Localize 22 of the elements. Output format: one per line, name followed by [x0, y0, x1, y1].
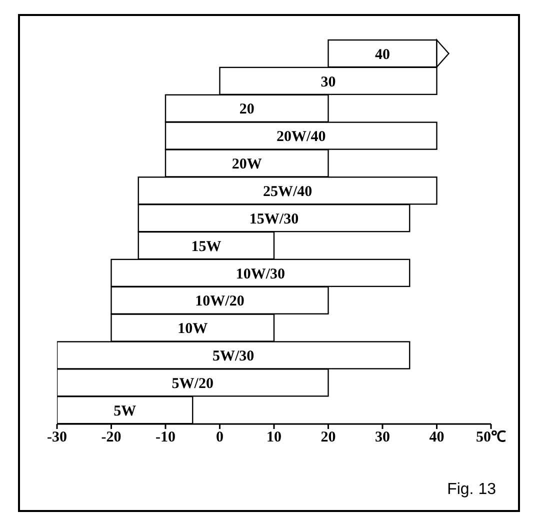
y-tick-label: 10W/20 — [195, 294, 244, 310]
y-tick-label: 5W — [114, 403, 136, 420]
y-tick-label: 25W/40 — [262, 184, 312, 200]
x-tick-label: 30 — [375, 430, 390, 446]
x-tick-label: 20 — [320, 430, 336, 446]
x-tick-label: -10 — [156, 430, 176, 446]
y-tick-label: 15W/30 — [249, 211, 299, 228]
y-tick-label: 20W — [232, 156, 262, 173]
caption: Fig. 13 — [447, 481, 496, 499]
x-tick-label: -30 — [47, 430, 67, 446]
x-tick-label: 0 — [216, 430, 224, 446]
x-tick-label: 40 — [429, 430, 444, 446]
y-tick-label: 15W — [191, 238, 222, 255]
y-tick-label: 5W/30 — [212, 348, 254, 365]
y-tick-label: 10W/30 — [236, 266, 286, 282]
y-tick-label: 5W/20 — [172, 376, 214, 392]
y-tick-label: 10W — [178, 321, 208, 338]
x-tick-label: 10 — [266, 430, 282, 446]
y-tick-label: 20 — [239, 102, 254, 118]
x-tick-label: 50℃ — [476, 430, 506, 446]
x-tick-label: -20 — [101, 430, 122, 446]
y-tick-label: 20W/40 — [276, 129, 326, 146]
